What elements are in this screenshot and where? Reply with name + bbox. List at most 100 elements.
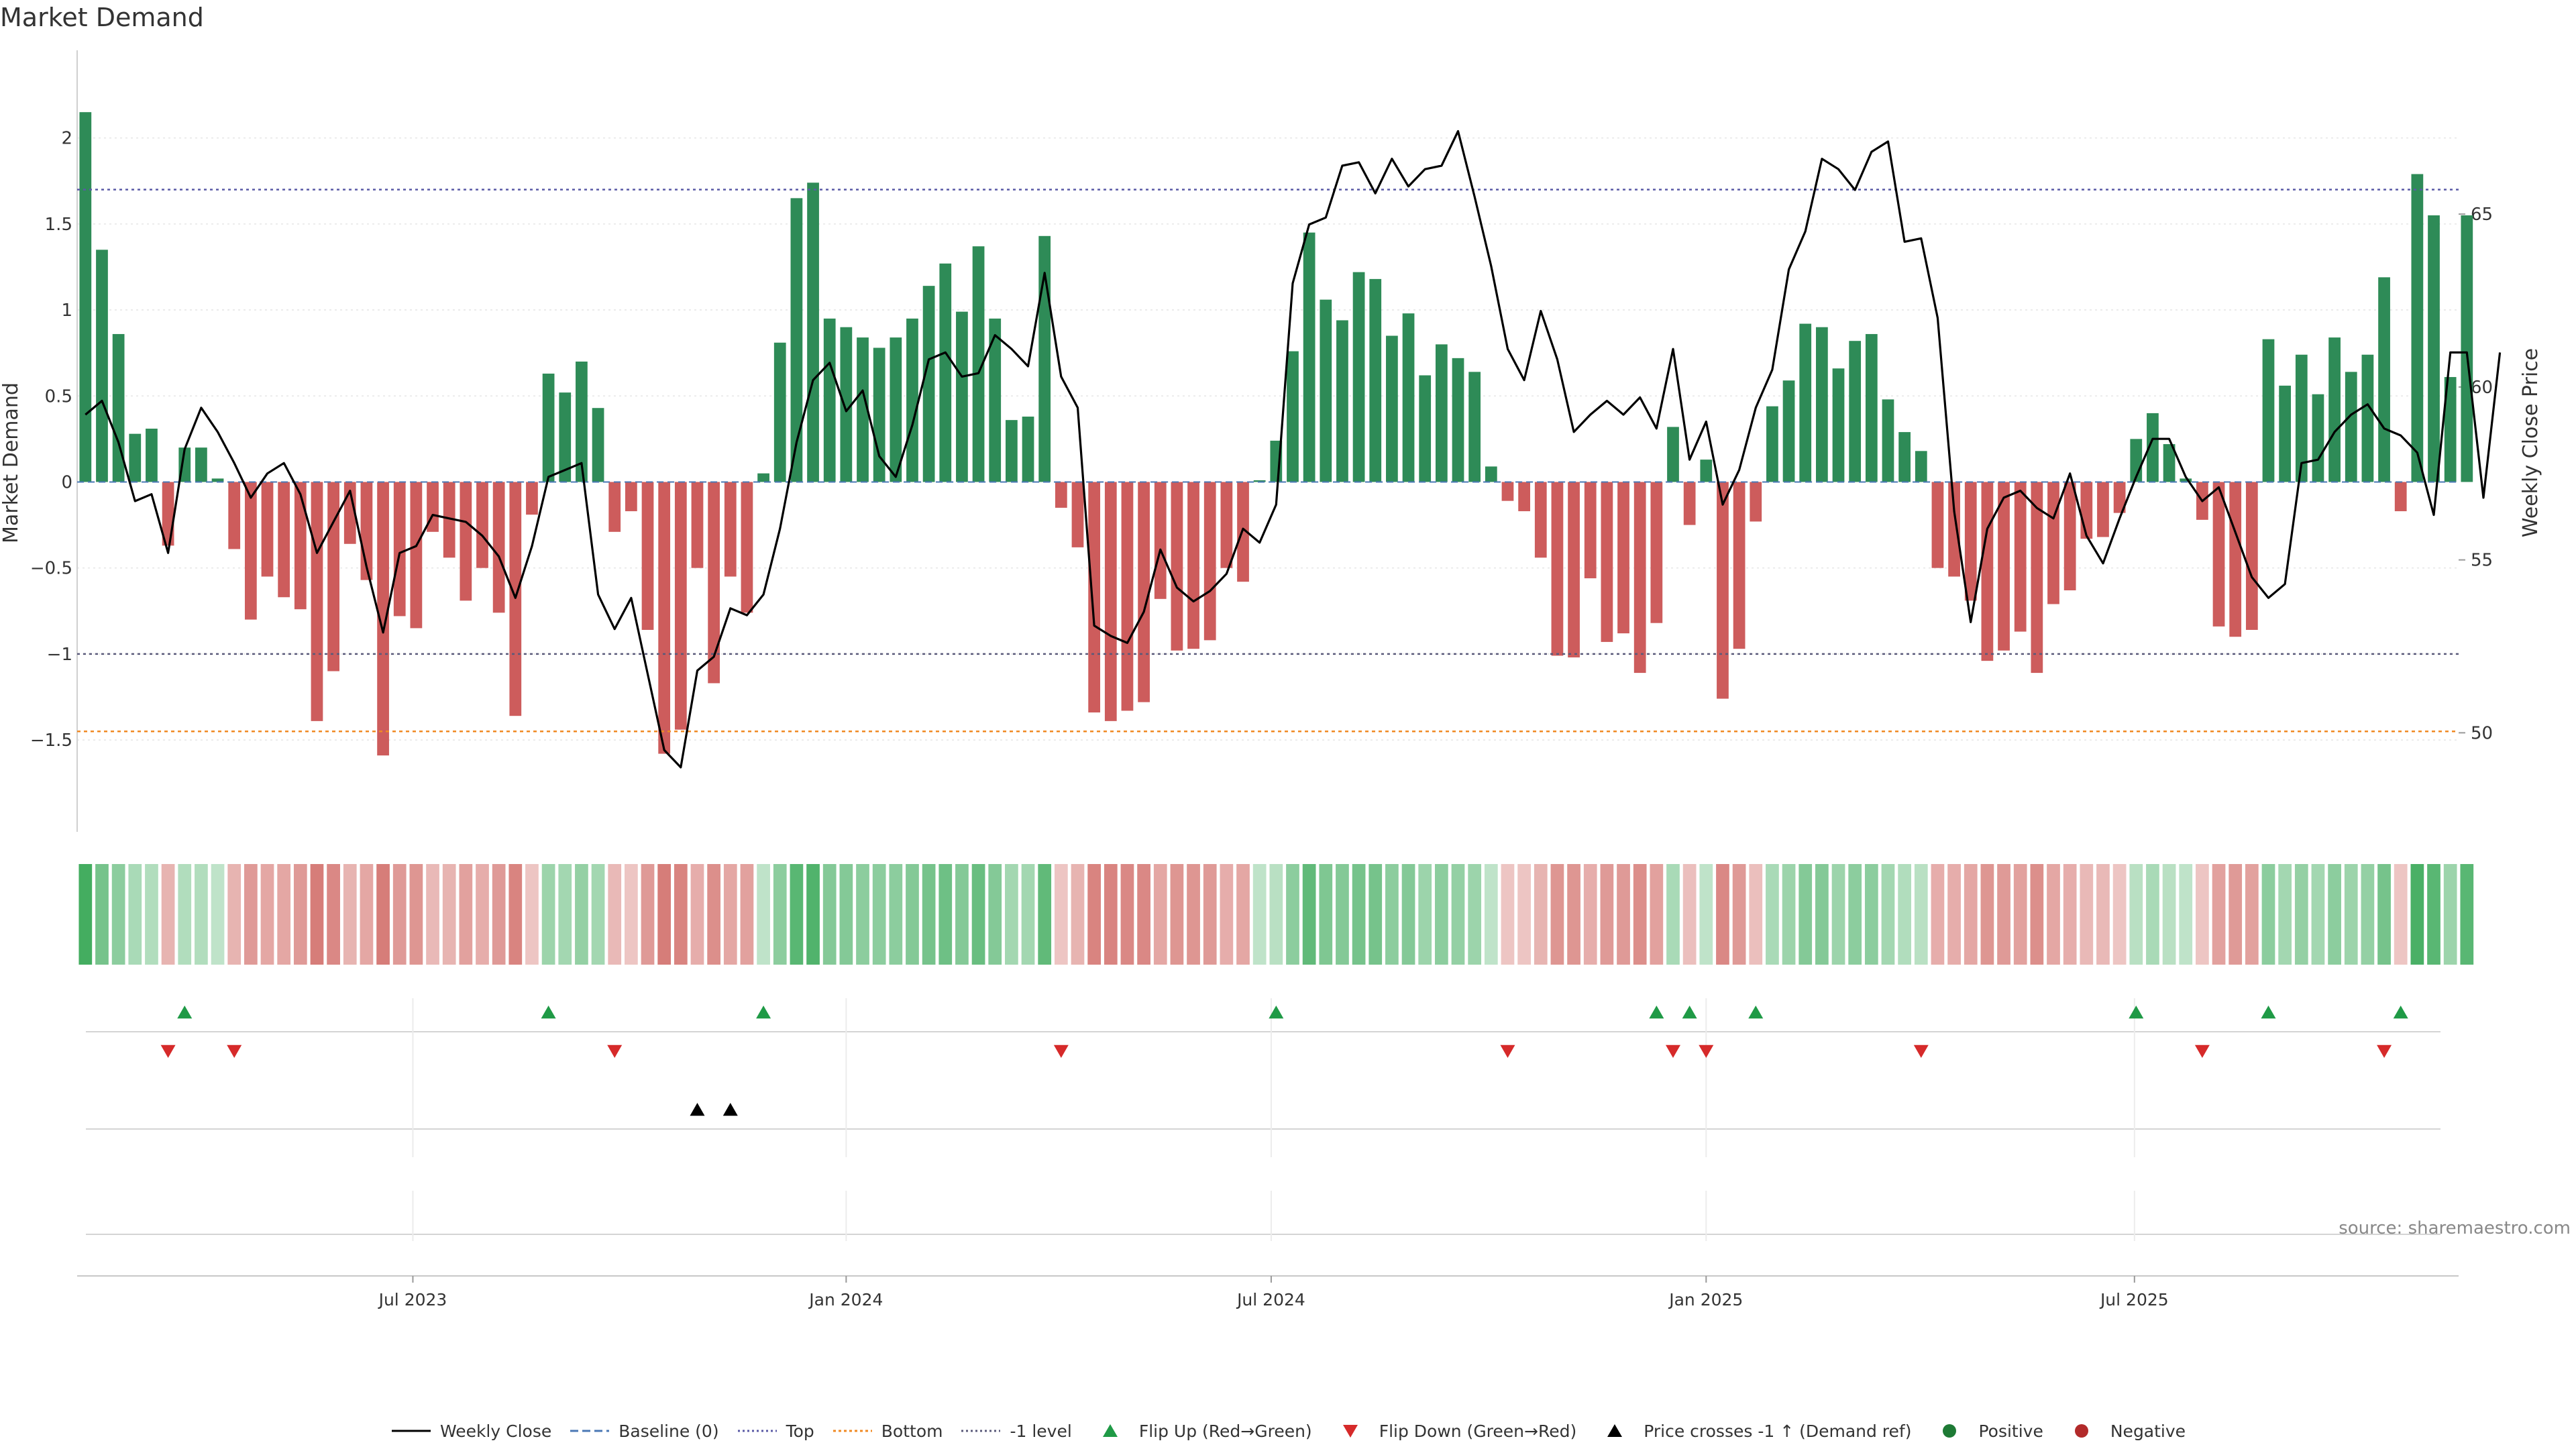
demand-bar-negative	[460, 482, 472, 601]
heat-cell-negative	[1997, 864, 2010, 965]
y-tick-label: 0	[61, 472, 72, 492]
legend-item-neg1: -1 level	[960, 1421, 1072, 1441]
heat-cell-positive	[128, 864, 142, 965]
heat-cell-negative	[1980, 864, 1994, 965]
flip-down-marker	[2194, 1044, 2210, 1058]
heat-cell-negative	[293, 864, 307, 965]
chart-title: Market Demand	[0, 3, 204, 32]
weekly-close-legend-symbol	[391, 1430, 431, 1432]
flip-up-marker	[1748, 1006, 1764, 1019]
x-tick-label: Jul 2025	[2099, 1290, 2169, 1309]
heat-cell-negative	[1501, 864, 1515, 965]
legend-item-cross-up: Price crosses -1 ↑ (Demand ref)	[1594, 1421, 1911, 1441]
chart-legend: Weekly Close Baseline (0) Top Bottom -1 leve…	[0, 1421, 2576, 1441]
demand-bar-negative	[1237, 482, 1249, 582]
heat-cell-positive	[856, 864, 869, 965]
heat-cell-positive	[822, 864, 837, 965]
heat-cell-negative	[1054, 864, 1068, 965]
demand-bar-negative	[261, 482, 274, 577]
legend-item-weekly-close: Weekly Close	[390, 1421, 551, 1441]
demand-bar-negative	[1501, 482, 1514, 501]
demand-bar-positive	[773, 342, 786, 482]
heat-cell-negative	[1137, 864, 1150, 965]
demand-bar-negative	[1121, 482, 1134, 711]
demand-bar-positive	[96, 250, 108, 482]
legend-label: Flip Up (Red→Green)	[1138, 1421, 1312, 1441]
demand-bar-positive	[1419, 375, 1432, 482]
demand-bar-positive	[1287, 351, 1299, 482]
baseline-legend-symbol	[570, 1430, 610, 1432]
flip-down-marker	[227, 1044, 242, 1058]
legend-item-negative: Negative	[2061, 1421, 2186, 1441]
demand-bar-negative	[2113, 482, 2126, 513]
demand-bar-positive	[1782, 380, 1795, 482]
flip-down-legend-symbol	[1342, 1425, 1358, 1438]
heat-cell-positive	[195, 864, 208, 965]
demand-bar-positive	[823, 318, 836, 482]
heat-cell-positive	[1815, 864, 1829, 965]
cross-up-marker	[690, 1103, 705, 1116]
flip-down-marker	[2377, 1044, 2392, 1058]
heat-cell-positive	[2278, 864, 2292, 965]
flip-up-marker	[177, 1006, 193, 1019]
demand-bar-positive	[129, 433, 142, 482]
heat-cell-positive	[2427, 864, 2440, 965]
flip-up-marker	[2261, 1006, 2276, 1019]
demand-bar-negative	[1717, 482, 1729, 699]
demand-bar-positive	[757, 473, 769, 482]
demand-bar-negative	[1617, 482, 1629, 634]
heat-cell-positive	[2179, 864, 2193, 965]
heat-cell-negative	[492, 864, 506, 965]
flip-down-marker	[1913, 1044, 1929, 1058]
heat-cell-negative	[690, 864, 704, 965]
heat-cell-positive	[111, 864, 125, 965]
demand-bar-negative	[1650, 482, 1663, 623]
demand-bar-positive	[1882, 399, 1894, 482]
demand-bar-positive	[1435, 344, 1448, 482]
heat-cell-negative	[310, 864, 324, 965]
flip-down-marker	[160, 1044, 176, 1058]
heat-cell-positive	[95, 864, 109, 965]
heat-cell-positive	[2377, 864, 2391, 965]
heat-cell-positive	[1252, 864, 1267, 965]
demand-bar-positive	[1369, 278, 1382, 482]
legend-label: Baseline (0)	[619, 1421, 719, 1441]
demand-bar-negative	[691, 482, 704, 568]
demand-bar-positive	[542, 373, 555, 482]
heat-cell-positive	[1352, 864, 1366, 965]
legend-label: Price crosses -1 ↑ (Demand ref)	[1644, 1421, 1912, 1441]
demand-bar-negative	[1750, 482, 1762, 522]
heat-cell-negative	[244, 864, 258, 965]
heat-cell-negative	[1120, 864, 1134, 965]
heat-cell-positive	[1319, 864, 1333, 965]
y2-tick-label: 55	[2471, 551, 2493, 571]
heat-cell-positive	[2410, 864, 2424, 965]
demand-bar-negative	[708, 482, 720, 684]
demand-bar-positive	[1832, 368, 1845, 482]
heat-cell-negative	[2212, 864, 2226, 965]
heat-cell-negative	[161, 864, 175, 965]
legend-item-flip-down: Flip Down (Green→Red)	[1330, 1421, 1576, 1441]
heat-cell-negative	[1600, 864, 1614, 965]
demand-bar-negative	[2047, 482, 2059, 604]
demand-bar-negative	[410, 482, 423, 629]
demand-bar-negative	[1998, 482, 2010, 651]
demand-bar-negative	[2014, 482, 2027, 632]
heat-cell-positive	[1848, 864, 1862, 965]
demand-bar-negative	[228, 482, 241, 549]
heat-cell-negative	[409, 864, 423, 965]
demand-bar-positive	[2428, 215, 2440, 482]
demand-bar-negative	[1633, 482, 1646, 674]
heat-cell-negative	[740, 864, 754, 965]
flip-down-marker	[1500, 1044, 1515, 1058]
demand-bar-negative	[625, 482, 637, 512]
heat-cell-negative	[1749, 864, 1763, 965]
heat-cell-negative	[608, 864, 622, 965]
heat-cell-positive	[1269, 864, 1283, 965]
demand-bar-positive	[2361, 354, 2374, 482]
demand-bar-positive	[2295, 354, 2308, 482]
heat-cell-negative	[1650, 864, 1664, 965]
heat-cell-positive	[806, 864, 820, 965]
